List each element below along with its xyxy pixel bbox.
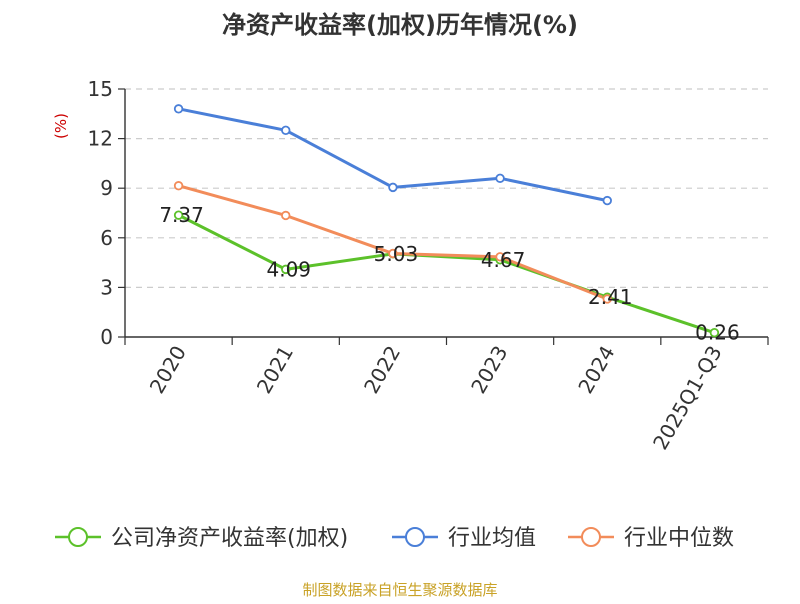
- data-point-0: [173, 210, 184, 220]
- x-tick-label: 2025Q1-Q3: [648, 342, 727, 454]
- data-label: 2.41: [588, 285, 633, 309]
- data-label: 4.67: [481, 248, 526, 272]
- legend-swatch-marker: [68, 527, 88, 547]
- chart-title: 净资产收益率(加权)历年情况(%): [222, 11, 578, 39]
- data-label: 7.37: [159, 203, 204, 227]
- y-tick-label: 3: [100, 275, 113, 299]
- data-point-1: [281, 125, 291, 136]
- y-tick-label: 12: [88, 127, 113, 151]
- data-point-2: [173, 181, 184, 191]
- data-point-0: [281, 264, 291, 275]
- y-tick-label: 0: [100, 325, 113, 349]
- legend-swatch-marker: [581, 527, 601, 547]
- legend-label: 行业均值: [448, 526, 536, 551]
- x-tick-label: 2023: [466, 342, 512, 398]
- data-label: 5.03: [374, 242, 419, 266]
- y-tick-label: 15: [88, 77, 113, 101]
- y-tick-label: 9: [100, 176, 113, 200]
- legend-swatch-marker: [405, 527, 425, 547]
- source-footer: 制图数据来自恒生聚源数据库: [302, 581, 497, 599]
- x-tick-label: 2024: [573, 342, 619, 398]
- x-tick-label: 2021: [252, 342, 298, 398]
- data-point-1: [495, 173, 505, 183]
- legend-label: 公司净资产收益率(加权): [111, 526, 348, 551]
- data-point-2: [281, 210, 291, 221]
- data-point-2: [388, 248, 398, 259]
- data-point-1: [388, 182, 398, 193]
- legend-label: 行业中位数: [624, 526, 734, 551]
- data-label: 0.26: [695, 321, 740, 345]
- data-label: 4.09: [266, 257, 311, 281]
- data-point-2: [495, 252, 505, 262]
- data-point-0: [709, 328, 720, 338]
- data-point-1: [173, 104, 184, 114]
- y-axis-label: (%): [52, 113, 70, 139]
- legend: 公司净资产收益率(加权) 行业均值 行业中位数: [55, 526, 734, 551]
- x-tick-label: 2020: [145, 342, 191, 398]
- data-point-2: [602, 294, 612, 304]
- series-line-0: [177, 213, 716, 335]
- grid-lines: [125, 88, 768, 288]
- data-labels: 7.37 4.09 5.03 4.67 2.41 0.26: [159, 203, 739, 345]
- series-lines: [173, 104, 720, 338]
- axes: 0 3 6 9 12 15 2020 2021 2022 2023 2024 2025Q1-Q3: [88, 77, 769, 454]
- y-tick-label: 6: [100, 226, 113, 250]
- x-tick-label: 2022: [359, 342, 405, 398]
- data-point-1: [602, 195, 612, 206]
